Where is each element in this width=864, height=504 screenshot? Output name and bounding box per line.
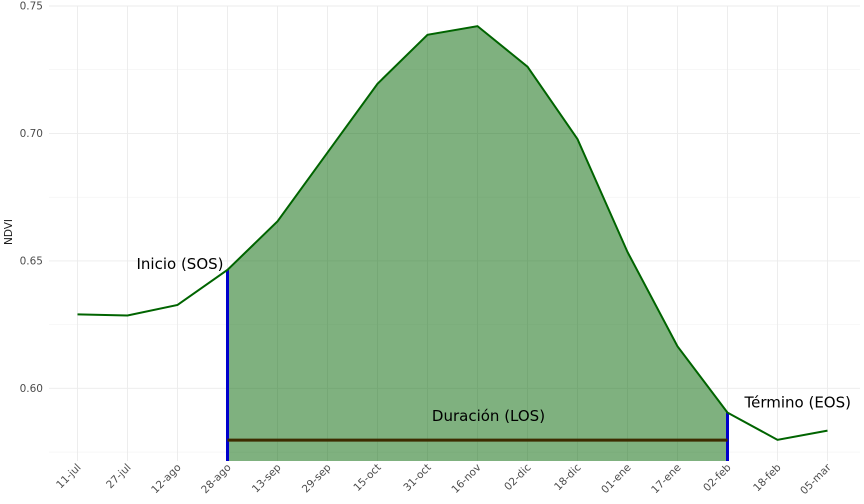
phenology-annotations: Inicio (SOS) Término (EOS) Duración (LOS) <box>136 255 851 425</box>
y-tick-label: 0.65 <box>20 255 43 267</box>
growing-season-area <box>227 26 728 461</box>
x-tick-label: 11-jul <box>54 462 83 491</box>
x-tick-label: 13-sep <box>250 461 284 495</box>
x-tick-label: 18-dic <box>552 461 584 493</box>
x-tick-label: 31-oct <box>401 462 433 494</box>
x-tick-label: 15-oct <box>351 462 383 494</box>
x-tick-label: 28-ago <box>199 462 233 496</box>
y-tick-label: 0.60 <box>20 383 43 395</box>
ndvi-series-line <box>77 25 828 441</box>
los-label: Duración (LOS) <box>432 407 545 425</box>
x-tick-label: 29-sep <box>300 461 334 495</box>
x-tick-label: 16-nov <box>449 462 483 496</box>
sos-label: Inicio (SOS) <box>136 255 223 273</box>
x-tick-label: 12-ago <box>149 462 183 496</box>
eos-label: Término (EOS) <box>744 394 852 412</box>
x-tick-label: 01-ene <box>599 462 633 496</box>
x-tick-label: 18-feb <box>751 461 784 494</box>
x-tick-label: 02-feb <box>701 461 734 494</box>
sos-eos-markers <box>226 269 729 461</box>
x-tick-label: 02-dic <box>502 461 534 493</box>
x-tick-label: 05-mar <box>798 461 834 497</box>
y-tick-label: 0.70 <box>20 128 43 140</box>
y-axis-title: NDVI <box>3 219 15 245</box>
y-tick-label: 0.75 <box>20 1 43 13</box>
x-tick-label: 27-jul <box>104 462 133 491</box>
x-axis-ticks: 11-jul 27-jul 12-ago 28-ago 13-sep 29-sep 15-o… <box>54 461 834 497</box>
y-axis-ticks: 0.60 0.65 0.70 0.75 <box>20 1 43 395</box>
x-tick-label: 17-ene <box>649 462 683 496</box>
